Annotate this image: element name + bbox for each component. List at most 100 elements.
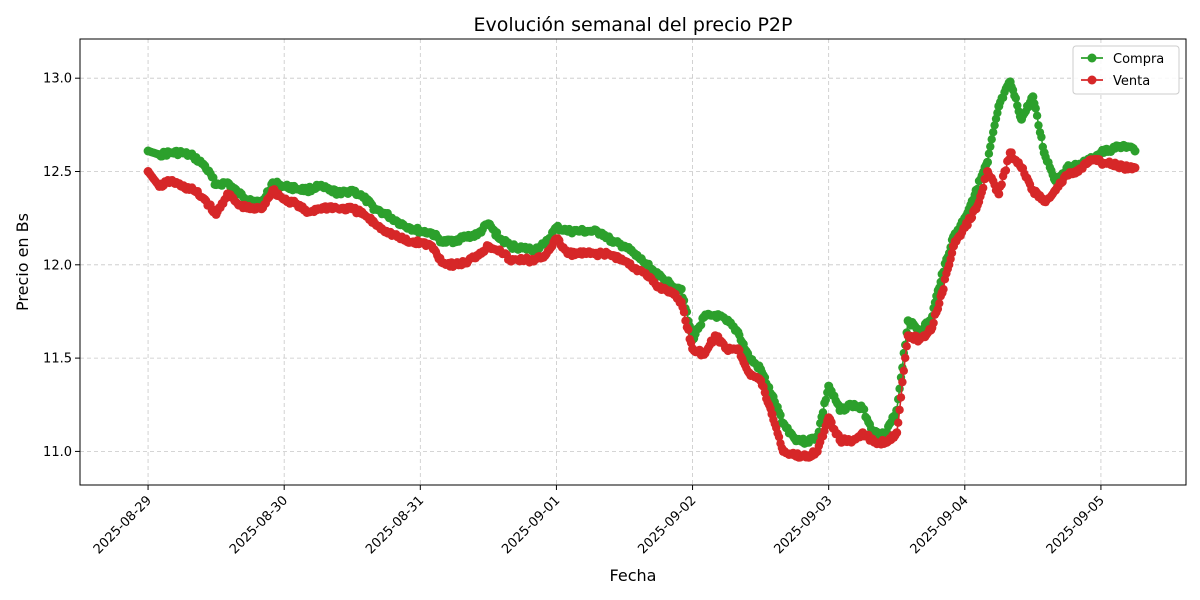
compra-point <box>427 228 437 238</box>
compra-point <box>393 217 403 227</box>
venta-marker <box>896 393 906 402</box>
compra-marker <box>1034 121 1043 130</box>
venta-point <box>665 286 675 296</box>
compra-marker <box>776 410 785 420</box>
venta-marker <box>899 366 908 375</box>
compra-point <box>381 209 391 219</box>
y-tick-label: 12.0 <box>43 258 72 273</box>
compra-point <box>517 243 527 253</box>
compra-point <box>790 433 800 443</box>
venta-point <box>812 446 822 456</box>
compra-point <box>495 234 505 244</box>
venta-point <box>846 437 856 447</box>
venta-point <box>1028 185 1038 195</box>
venta-point <box>211 209 221 219</box>
venta-marker <box>929 318 938 328</box>
compra-point <box>143 146 153 156</box>
venta-marker <box>901 353 910 363</box>
chart-title: Evolución semanal del precio P2P <box>474 14 793 36</box>
plot-frame <box>79 38 1187 486</box>
compra-point <box>858 404 868 413</box>
venta-point <box>495 245 505 255</box>
compra-point <box>166 148 176 158</box>
venta-point <box>1085 155 1095 165</box>
compra-point <box>574 226 584 236</box>
compra-point <box>1005 77 1015 87</box>
venta-marker <box>947 248 957 258</box>
compra-point <box>200 161 210 171</box>
compra-point <box>449 236 459 245</box>
venta-point <box>699 349 709 359</box>
legend-venta-label: Venta <box>1113 74 1150 89</box>
compra-point <box>325 185 335 195</box>
compra-point <box>359 193 369 203</box>
venta-point <box>710 331 720 341</box>
x-axis-title: Fecha <box>610 566 657 585</box>
y-axis-title: Precio en Bs <box>13 213 32 311</box>
venta-point <box>858 428 868 438</box>
compra-marker <box>993 108 1002 118</box>
venta-point <box>177 181 187 191</box>
venta-point <box>767 409 777 419</box>
venta-point <box>279 195 289 204</box>
venta-marker <box>679 308 689 317</box>
venta-point <box>722 344 732 354</box>
venta-point <box>563 249 573 259</box>
compra-marker <box>986 142 995 151</box>
compra-point <box>586 226 595 236</box>
compra-point <box>620 241 629 251</box>
compra-point <box>370 204 380 214</box>
venta-point <box>937 288 947 298</box>
compra-point <box>801 437 811 447</box>
venta-marker <box>774 432 784 442</box>
compra-point <box>223 178 232 188</box>
compra-marker <box>1037 132 1046 142</box>
venta-point <box>427 241 437 251</box>
venta-point <box>903 331 913 341</box>
compra-marker <box>990 121 999 130</box>
venta-point <box>1017 163 1026 173</box>
legend: Compra Venta <box>1072 45 1180 95</box>
venta-marker <box>894 418 903 427</box>
compra-point <box>1107 144 1117 154</box>
venta-point <box>1130 163 1140 173</box>
compra-point <box>177 148 187 158</box>
compra-point <box>313 181 323 191</box>
venta-marker <box>684 325 693 334</box>
venta-point <box>744 368 754 378</box>
venta-point <box>880 437 890 447</box>
compra-point <box>903 316 913 326</box>
legend-compra-marker <box>1087 53 1097 63</box>
venta-point <box>654 282 663 292</box>
compra-marker <box>1011 94 1020 103</box>
venta-point <box>166 176 176 186</box>
venta-point <box>756 376 766 385</box>
venta-point <box>472 251 482 260</box>
compra-point <box>756 364 766 374</box>
compra-point <box>154 150 164 160</box>
compra-point <box>268 178 278 188</box>
venta-point <box>1005 148 1015 158</box>
compra-point <box>631 251 641 260</box>
venta-point <box>676 297 686 307</box>
venta-point <box>892 428 902 438</box>
venta-point <box>1039 196 1049 206</box>
venta-point <box>483 241 493 251</box>
compra-point <box>211 180 221 190</box>
compra-marker <box>987 135 996 144</box>
y-tick-label: 13.0 <box>43 72 72 87</box>
compra-point <box>710 310 720 320</box>
compra-marker <box>209 173 218 182</box>
compra-point <box>472 230 482 240</box>
venta-point <box>268 185 278 195</box>
venta-point <box>438 258 448 268</box>
venta-point <box>517 254 527 264</box>
compra-point <box>642 260 652 270</box>
venta-point <box>642 271 652 281</box>
venta-point <box>449 260 459 270</box>
compra-point <box>563 226 573 236</box>
compra-point <box>404 223 414 232</box>
venta-point <box>415 237 425 247</box>
venta-point <box>154 181 164 191</box>
venta-marker <box>935 299 944 308</box>
